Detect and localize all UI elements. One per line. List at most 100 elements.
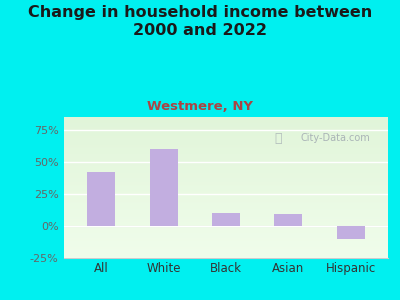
Bar xyxy=(64,215,388,216)
Bar xyxy=(64,146,388,147)
Bar xyxy=(64,223,388,224)
Bar xyxy=(64,252,388,253)
Bar xyxy=(64,234,388,235)
Bar xyxy=(64,242,388,243)
Bar xyxy=(64,182,388,183)
Bar xyxy=(212,213,240,226)
Text: City-Data.com: City-Data.com xyxy=(300,133,370,143)
Bar xyxy=(64,214,388,215)
Bar xyxy=(64,226,388,227)
Bar xyxy=(64,143,388,144)
Bar xyxy=(64,179,388,180)
Bar xyxy=(64,225,388,226)
Bar xyxy=(64,250,388,251)
Bar xyxy=(64,134,388,135)
Bar xyxy=(87,172,116,226)
Bar xyxy=(64,233,388,234)
Bar xyxy=(64,171,388,172)
Bar xyxy=(64,239,388,240)
Bar xyxy=(64,148,388,149)
Bar xyxy=(64,163,388,164)
Bar xyxy=(64,251,388,252)
Bar xyxy=(64,217,388,218)
Bar xyxy=(64,140,388,141)
Bar xyxy=(64,166,388,167)
Bar xyxy=(64,125,388,126)
Bar xyxy=(64,213,388,214)
Bar xyxy=(64,129,388,130)
Bar xyxy=(64,153,388,154)
Bar xyxy=(64,174,388,175)
Bar xyxy=(64,118,388,119)
Bar xyxy=(64,150,388,151)
Bar xyxy=(336,226,365,239)
Bar xyxy=(64,121,388,122)
Text: ⦿: ⦿ xyxy=(274,132,282,145)
Bar xyxy=(64,193,388,194)
Bar xyxy=(64,131,388,132)
Bar xyxy=(64,162,388,163)
Bar xyxy=(64,157,388,158)
Bar xyxy=(64,203,388,204)
Bar xyxy=(64,216,388,217)
Bar xyxy=(64,122,388,123)
Bar xyxy=(64,238,388,239)
Bar xyxy=(64,248,388,249)
Bar xyxy=(274,214,302,226)
Bar xyxy=(64,227,388,228)
Bar xyxy=(64,241,388,242)
Bar xyxy=(64,128,388,129)
Bar xyxy=(64,152,388,153)
Bar xyxy=(64,230,388,231)
Bar xyxy=(64,133,388,134)
Bar xyxy=(64,138,388,139)
Bar xyxy=(64,202,388,203)
Bar xyxy=(64,142,388,143)
Bar xyxy=(64,186,388,187)
Bar xyxy=(64,181,388,182)
Bar xyxy=(64,245,388,246)
Bar xyxy=(64,159,388,160)
Bar xyxy=(64,141,388,142)
Text: Change in household income between
2000 and 2022: Change in household income between 2000 … xyxy=(28,4,372,38)
Bar xyxy=(64,123,388,124)
Bar xyxy=(64,180,388,181)
Bar xyxy=(64,196,388,197)
Bar xyxy=(64,246,388,247)
Bar xyxy=(64,253,388,254)
Bar xyxy=(64,135,388,136)
Bar xyxy=(64,149,388,150)
Bar xyxy=(64,139,388,140)
Bar xyxy=(64,204,388,205)
Bar xyxy=(64,222,388,223)
Bar xyxy=(64,209,388,210)
Bar xyxy=(64,243,388,244)
Bar xyxy=(64,231,388,232)
Bar xyxy=(64,164,388,165)
Text: Westmere, NY: Westmere, NY xyxy=(147,100,253,113)
Bar xyxy=(64,194,388,195)
Bar xyxy=(64,232,388,233)
Bar xyxy=(64,189,388,190)
Bar xyxy=(64,207,388,208)
Bar xyxy=(64,145,388,146)
Bar xyxy=(64,172,388,173)
Bar xyxy=(64,220,388,221)
Bar xyxy=(64,218,388,219)
Bar xyxy=(64,185,388,186)
Bar xyxy=(64,210,388,211)
Bar xyxy=(64,176,388,177)
Bar xyxy=(64,183,388,184)
Bar xyxy=(64,144,388,145)
Bar xyxy=(64,170,388,171)
Bar xyxy=(64,168,388,169)
Bar xyxy=(64,195,388,196)
Bar xyxy=(64,237,388,238)
Bar xyxy=(64,156,388,157)
Bar xyxy=(64,192,388,193)
Bar xyxy=(64,158,388,159)
Bar xyxy=(64,169,388,170)
Bar xyxy=(64,173,388,174)
Bar xyxy=(64,151,388,152)
Bar xyxy=(64,177,388,178)
